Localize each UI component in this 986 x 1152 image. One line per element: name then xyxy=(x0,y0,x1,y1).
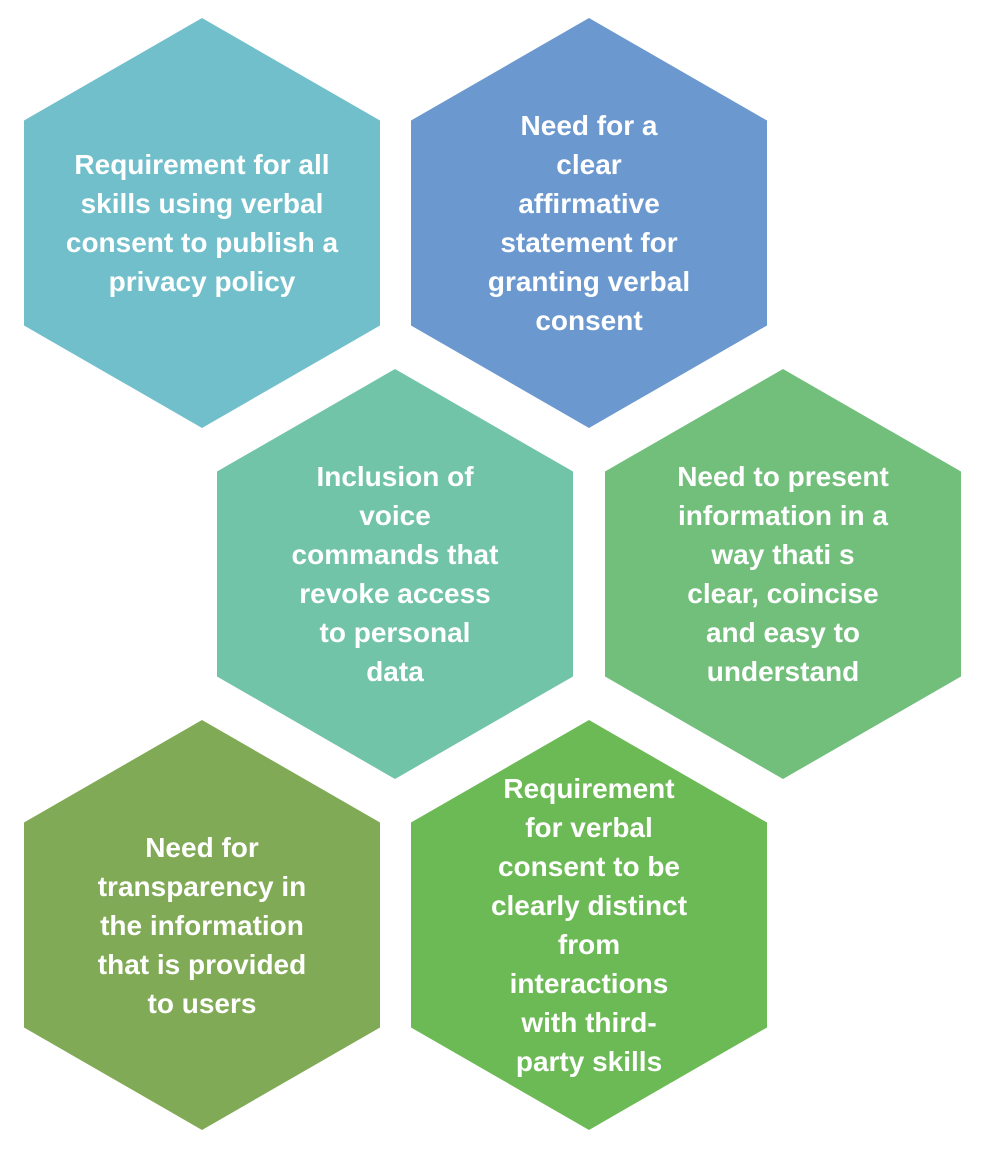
hexagon-affirmative-statement-text: Need for a clear affirmative statement f… xyxy=(487,110,691,336)
hexagon-clear-information: Need to present information in a way tha… xyxy=(605,369,961,779)
hexagon-revoke-commands-text: Inclusion of voice commands that revoke … xyxy=(291,461,499,687)
hexagon-transparency-text: Need for transparency in the information… xyxy=(97,831,307,1019)
hexagon-privacy-policy: Requirement for all skills using verbal … xyxy=(24,18,380,428)
hexagon-clear-information-text: Need to present information in a way tha… xyxy=(677,461,889,687)
hexagon-privacy-policy-text: Requirement for all skills using verbal … xyxy=(65,149,339,297)
hexagon-distinct-consent-text: Requirement for verbal consent to be cle… xyxy=(490,773,688,1077)
hexagon-revoke-commands: Inclusion of voice commands that revoke … xyxy=(217,369,573,779)
hexagon-transparency: Need for transparency in the information… xyxy=(24,720,380,1130)
hexagon-affirmative-statement: Need for a clear affirmative statement f… xyxy=(411,18,767,428)
hexagon-distinct-consent: Requirement for verbal consent to be cle… xyxy=(411,720,767,1130)
